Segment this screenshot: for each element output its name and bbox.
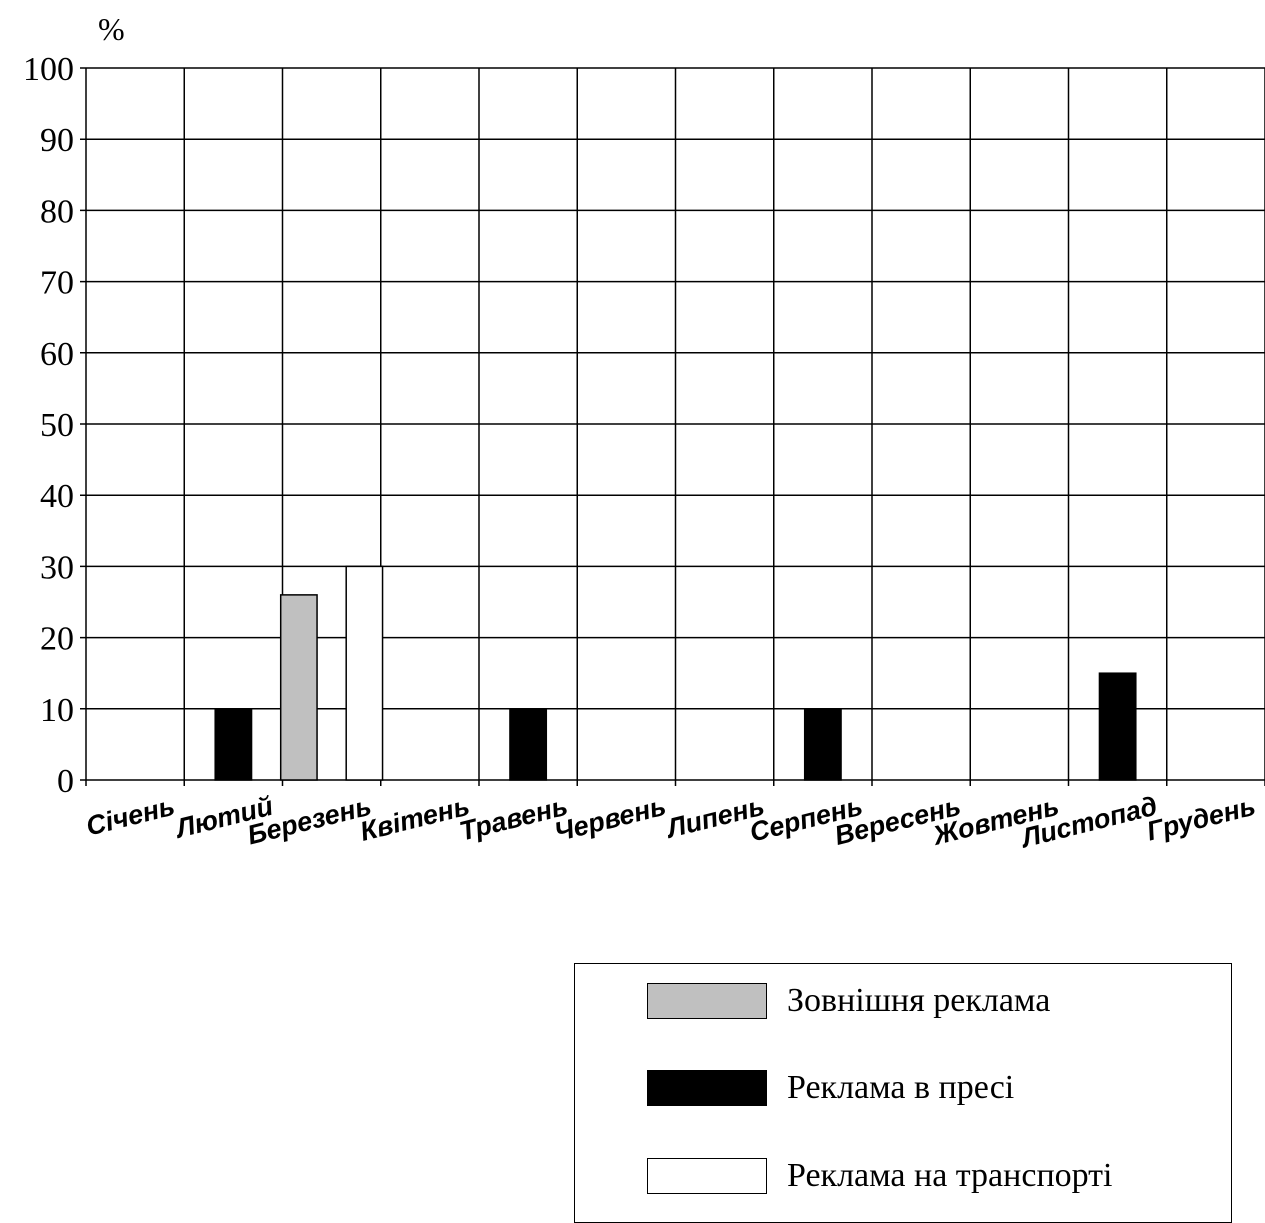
bar [509,708,548,781]
legend-item-outdoor: Зовнішня реклама [647,981,1050,1021]
bar [345,565,384,781]
legend-label-outdoor: Зовнішня реклама [787,982,1051,1019]
legend: Зовнішня реклама Реклама в пресі Реклама… [574,963,1232,1223]
legend-label-transport: Реклама на транспорті [787,1157,1113,1194]
x-tick-label: Червень [551,791,669,848]
y-tick-label: 20 [40,621,74,658]
bar-chart: % 0 10 20 30 40 50 60 70 80 90 100 СіченьЛютийБере… [23,11,1265,854]
legend-swatch-press [647,1070,767,1106]
bar [214,708,253,781]
legend-item-transport: Реклама на транспорті [647,1156,1113,1196]
y-tick-label: 60 [40,336,74,373]
legend-label-press: Реклама в пресі [787,1069,1015,1106]
legend-item-press: Реклама в пресі [647,1068,1014,1108]
x-tick-label: Квітень [357,791,472,847]
chart-grid [80,67,1265,786]
y-tick-label: 90 [40,122,74,159]
x-tick-label: Січень [83,791,178,842]
legend-swatch-outdoor [647,983,767,1019]
bar [803,708,842,781]
y-tick-label: 0 [57,763,74,800]
legend-swatch-transport [647,1158,767,1194]
y-tick-label: 80 [40,193,74,230]
y-tick-label: 10 [40,692,74,729]
y-tick-label: 50 [40,407,74,444]
bar [279,594,318,781]
x-tick-label: Грудень [1144,791,1259,847]
y-unit-label: % [98,11,125,47]
x-axis-labels: СіченьЛютийБерезеньКвітеньТравеньЧервень… [83,791,1258,854]
y-tick-label: 70 [40,265,74,302]
bars [214,565,1137,781]
bar [1098,672,1137,781]
y-tick-label: 30 [40,549,74,586]
y-tick-label: 40 [40,478,74,515]
y-axis-ticks: 0 10 20 30 40 50 60 70 80 90 100 [23,51,74,800]
y-tick-label: 100 [23,51,74,88]
